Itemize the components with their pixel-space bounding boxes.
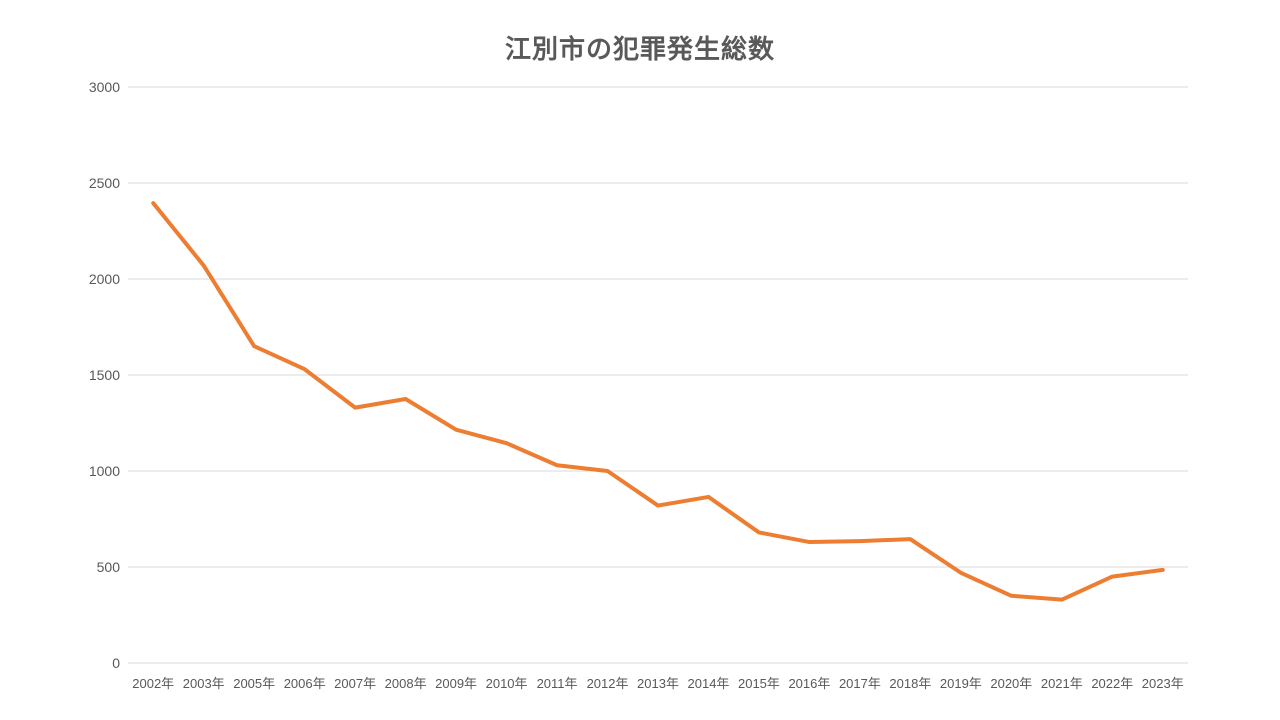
x-axis-tick-label: 2002年 xyxy=(132,676,174,691)
x-axis-tick-label: 2011年 xyxy=(537,676,578,691)
x-axis-tick-label: 2018年 xyxy=(889,676,931,691)
x-axis-tick-label: 2019年 xyxy=(940,676,982,691)
crime-total-series-line xyxy=(151,201,1165,602)
x-axis-tick-label: 2010年 xyxy=(486,676,528,691)
x-axis-tick-label: 2021年 xyxy=(1041,676,1083,691)
y-axis-tick-label: 2500 xyxy=(89,175,120,191)
x-axis-tick-label: 2022年 xyxy=(1091,676,1133,691)
x-axis-tick-label: 2003年 xyxy=(183,676,225,691)
y-axis-tick-label: 2000 xyxy=(89,271,120,287)
x-axis-tick-label: 2016年 xyxy=(788,676,830,691)
x-axis-tick-label: 2017年 xyxy=(839,676,881,691)
y-axis-tick-label: 0 xyxy=(112,655,120,671)
x-axis-tick-label: 2012年 xyxy=(587,676,629,691)
y-axis-tick-label: 1500 xyxy=(89,367,120,383)
y-axis-tick-label: 3000 xyxy=(89,79,120,95)
x-axis-tick-label: 2006年 xyxy=(284,676,326,691)
x-axis-tick-label: 2013年 xyxy=(637,676,679,691)
y-axis-tick-label: 1000 xyxy=(89,463,120,479)
x-axis-tick-label: 2015年 xyxy=(738,676,780,691)
x-axis-tick-label: 2009年 xyxy=(435,676,477,691)
y-axis-tick-label: 500 xyxy=(97,559,121,575)
x-axis-tick-label: 2008年 xyxy=(385,676,427,691)
chart-title: 江別市の犯罪発生総数 xyxy=(504,34,775,64)
x-axis-tick-label: 2014年 xyxy=(688,676,730,691)
x-axis-tick-label: 2020年 xyxy=(990,676,1032,691)
x-axis-tick-label: 2023年 xyxy=(1142,676,1184,691)
x-axis-tick-label: 2005年 xyxy=(233,676,275,691)
x-axis-tick-label: 2007年 xyxy=(334,676,376,691)
